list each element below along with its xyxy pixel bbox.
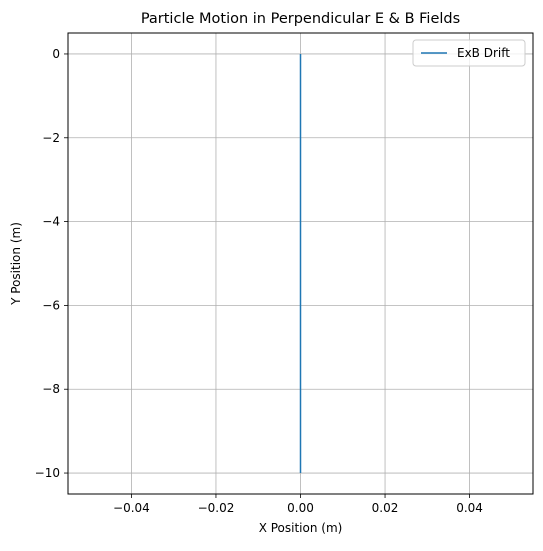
y-tick-label: −4 — [42, 215, 60, 229]
x-tick-label: 0.04 — [456, 501, 483, 515]
x-tick-label: −0.02 — [198, 501, 235, 515]
y-tick-label: −6 — [42, 298, 60, 312]
y-axis: 0 −2 −4 −6 −8 −10 — [35, 47, 68, 480]
x-tick-label: 0.02 — [372, 501, 399, 515]
x-tick-label: −0.04 — [113, 501, 150, 515]
legend-box — [412, 39, 526, 67]
y-axis-label: Y Position (m) — [9, 222, 23, 306]
y-tick-label: −8 — [42, 382, 60, 396]
legend-label-exb-drift: ExB Drift — [457, 46, 510, 60]
chart-title: Particle Motion in Perpendicular E & B F… — [141, 11, 460, 27]
x-tick-label: 0.00 — [287, 501, 314, 515]
legend: ExB Drift — [412, 39, 526, 67]
y-tick-label: −10 — [35, 466, 60, 480]
x-axis: −0.04 −0.02 0.00 0.02 0.04 — [113, 494, 483, 515]
y-tick-label: 0 — [52, 47, 60, 61]
x-axis-label: X Position (m) — [259, 521, 343, 535]
y-tick-label: −2 — [42, 131, 60, 145]
